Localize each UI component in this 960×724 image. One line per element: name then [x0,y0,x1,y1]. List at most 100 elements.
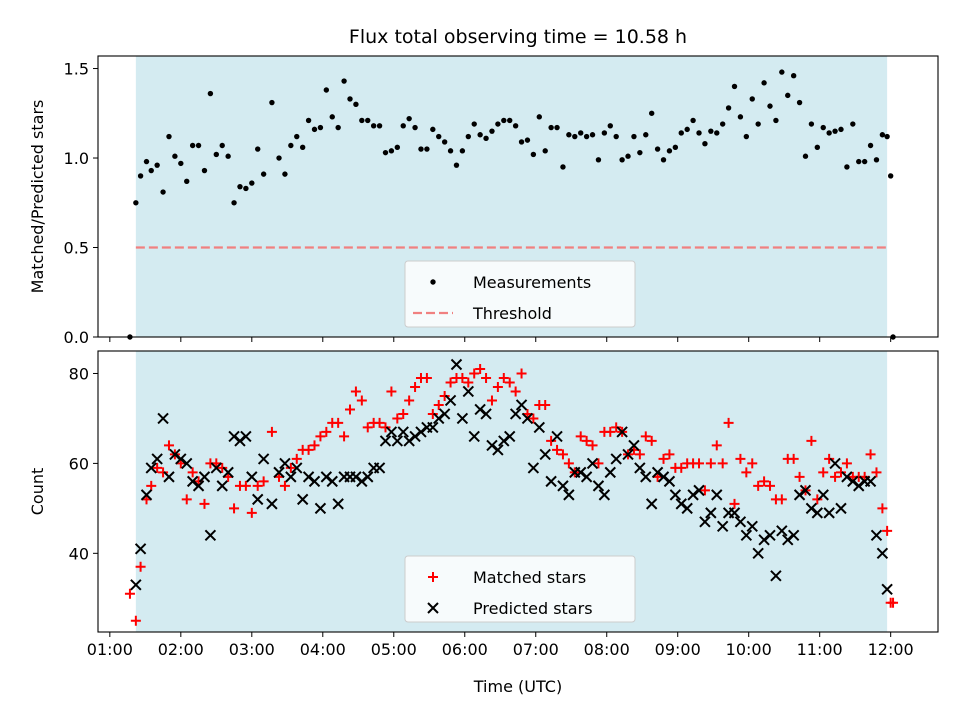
data-point [648,110,655,116]
data-point [699,485,710,496]
data-point [398,408,409,419]
data-point [592,480,605,492]
data-point [341,78,347,84]
data-point [870,529,883,542]
series-marks [124,358,899,626]
data-point [841,458,852,469]
data-point [311,126,318,133]
y-axis-label: Count [28,468,47,516]
data-point [323,87,330,93]
data-point [666,148,673,154]
data-point [415,426,427,438]
data-point [252,480,263,491]
data-point [225,153,231,159]
series-predicted-stars [130,358,893,595]
data-point [711,440,722,451]
data-point [350,386,361,397]
legend-box [404,260,636,328]
data-point [714,130,720,136]
data-point [694,458,705,469]
data-point [285,462,296,473]
data-point [198,471,211,483]
data-point [146,480,157,491]
data-point [566,132,572,138]
data-point [418,146,424,152]
data-point [438,408,451,420]
data-point [820,124,826,131]
data-point [463,377,474,388]
data-point [516,368,527,379]
data-point [634,449,645,460]
x-tick-label: 09:00 [655,640,701,659]
data-point [684,126,690,133]
data-point [152,462,163,473]
data-point [199,498,210,509]
data-point [877,503,888,514]
legend-marker [428,572,438,582]
data-point [240,430,252,443]
data-point [397,426,409,438]
data-point [743,133,750,140]
top-panel: 0.0 0.5 1.0 1.5 Matched/Predicted stars Flux … [28,26,939,347]
data-point [134,543,147,555]
data-point [468,430,480,443]
data-point [474,403,486,416]
data-point [794,471,805,482]
data-point [465,133,472,140]
data-point [388,148,395,154]
data-point [829,457,841,470]
data-point [687,489,699,501]
data-point [303,444,314,455]
data-point [658,453,669,464]
data-point [294,133,300,140]
data-point [879,132,886,138]
data-point [187,467,198,478]
data-point [359,117,365,124]
data-point [386,386,397,397]
data-point [752,547,764,560]
data-point [504,377,515,388]
y-tick-label: 0.0 [64,328,89,347]
data-point [542,148,548,154]
data-point [528,413,539,424]
data-point [888,597,899,608]
data-point [518,139,525,145]
data-point [204,529,217,542]
data-point [605,426,616,437]
data-point [210,462,223,474]
data-point [728,507,741,519]
data-point [201,167,208,174]
data-point [453,162,460,168]
data-point [353,101,359,108]
data-point [634,462,646,474]
data-point [456,412,469,425]
data-point [536,114,542,120]
data-point [189,142,196,149]
data-point [796,99,803,106]
data-point [333,417,344,428]
data-point [154,162,160,168]
data-point [321,426,332,437]
data-point [140,489,153,501]
data-point [787,529,800,542]
data-point [266,426,277,437]
data-point [243,185,249,192]
data-point [717,458,728,469]
data-point [481,372,492,383]
y-axis-label: Matched/Predicted stars [28,100,47,294]
data-point [814,144,821,150]
data-point [799,484,812,497]
data-point [501,117,507,124]
data-point [546,435,557,446]
data-point [376,123,383,129]
data-point [548,124,554,131]
data-point [844,164,850,170]
data-point [509,408,522,420]
data-point [385,426,398,438]
data-point [130,579,142,591]
data-point [723,417,734,428]
data-point [521,412,534,425]
data-point [166,133,172,140]
data-point [524,137,531,143]
